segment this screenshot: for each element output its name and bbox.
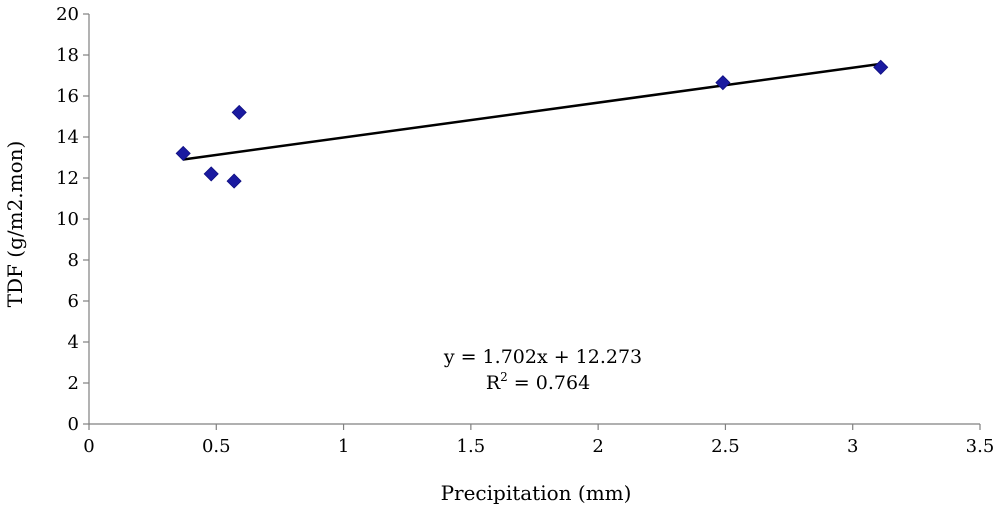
data-point (231, 104, 247, 120)
data-point (226, 173, 242, 189)
x-tick-label: 2.5 (711, 436, 740, 457)
r-squared-sup: 2 (500, 370, 508, 384)
data-point (873, 59, 889, 75)
y-axis-title: TDF (g/m2.mon) (3, 141, 27, 308)
x-tick-label: 1.5 (457, 436, 486, 457)
x-tick-label: 3 (847, 436, 858, 457)
y-tick-label: 2 (68, 373, 79, 394)
y-tick-label: 6 (68, 291, 79, 312)
plot-area: 0 2 4 6 8 10 12 14 16 18 20 0 0.5 1 1.5 2 2.5 3 3.5 (56, 4, 994, 457)
trendline-equation: y = 1.702x + 12.273 (443, 346, 642, 368)
y-tick-label: 0 (68, 414, 79, 435)
y-tick-label: 20 (56, 4, 79, 25)
data-point (203, 166, 219, 182)
y-tick-label: 16 (56, 86, 79, 107)
x-tick-label: 0 (83, 436, 94, 457)
r-squared-value: = 0.764 (508, 372, 590, 394)
x-axis-title: Precipitation (mm) (441, 481, 632, 505)
data-point (175, 145, 191, 161)
y-tick-label: 12 (56, 168, 79, 189)
y-tick-label: 4 (68, 332, 79, 353)
data-point (715, 75, 731, 91)
y-tick-label: 18 (56, 45, 79, 66)
x-tick-label: 1 (338, 436, 349, 457)
trendline (183, 62, 881, 161)
x-tick-label: 0.5 (202, 436, 231, 457)
x-tick-label: 3.5 (966, 436, 995, 457)
y-tick-label: 8 (68, 250, 79, 271)
r-squared-label: R2 = 0.764 (486, 370, 590, 394)
x-tick-label: 2 (592, 436, 603, 457)
y-tick-label: 10 (56, 209, 79, 230)
y-tick-label: 14 (56, 127, 79, 148)
r-squared-prefix: R (486, 372, 501, 394)
